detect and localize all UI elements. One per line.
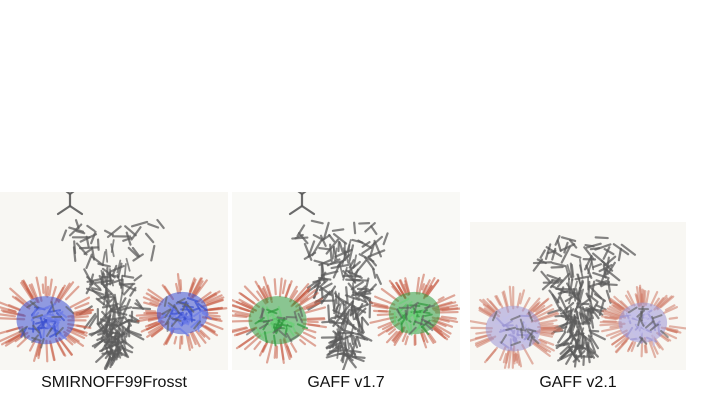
- ensemble-image-gaff-v17: [232, 192, 460, 370]
- molecule-ensemble-render: [0, 192, 228, 370]
- caption-gaff-v21: GAFF v2.1: [539, 374, 617, 391]
- ensemble-image-gaff-v21: [470, 222, 686, 370]
- ensemble-image-smirnoff: [0, 192, 228, 370]
- molecule-ensemble-render: [470, 235, 686, 369]
- caption-gaff-v17: GAFF v1.7: [307, 374, 385, 391]
- molecule-ensemble-render: [232, 192, 460, 370]
- caption-smirnoff: SMIRNOFF99Frosst: [41, 374, 187, 391]
